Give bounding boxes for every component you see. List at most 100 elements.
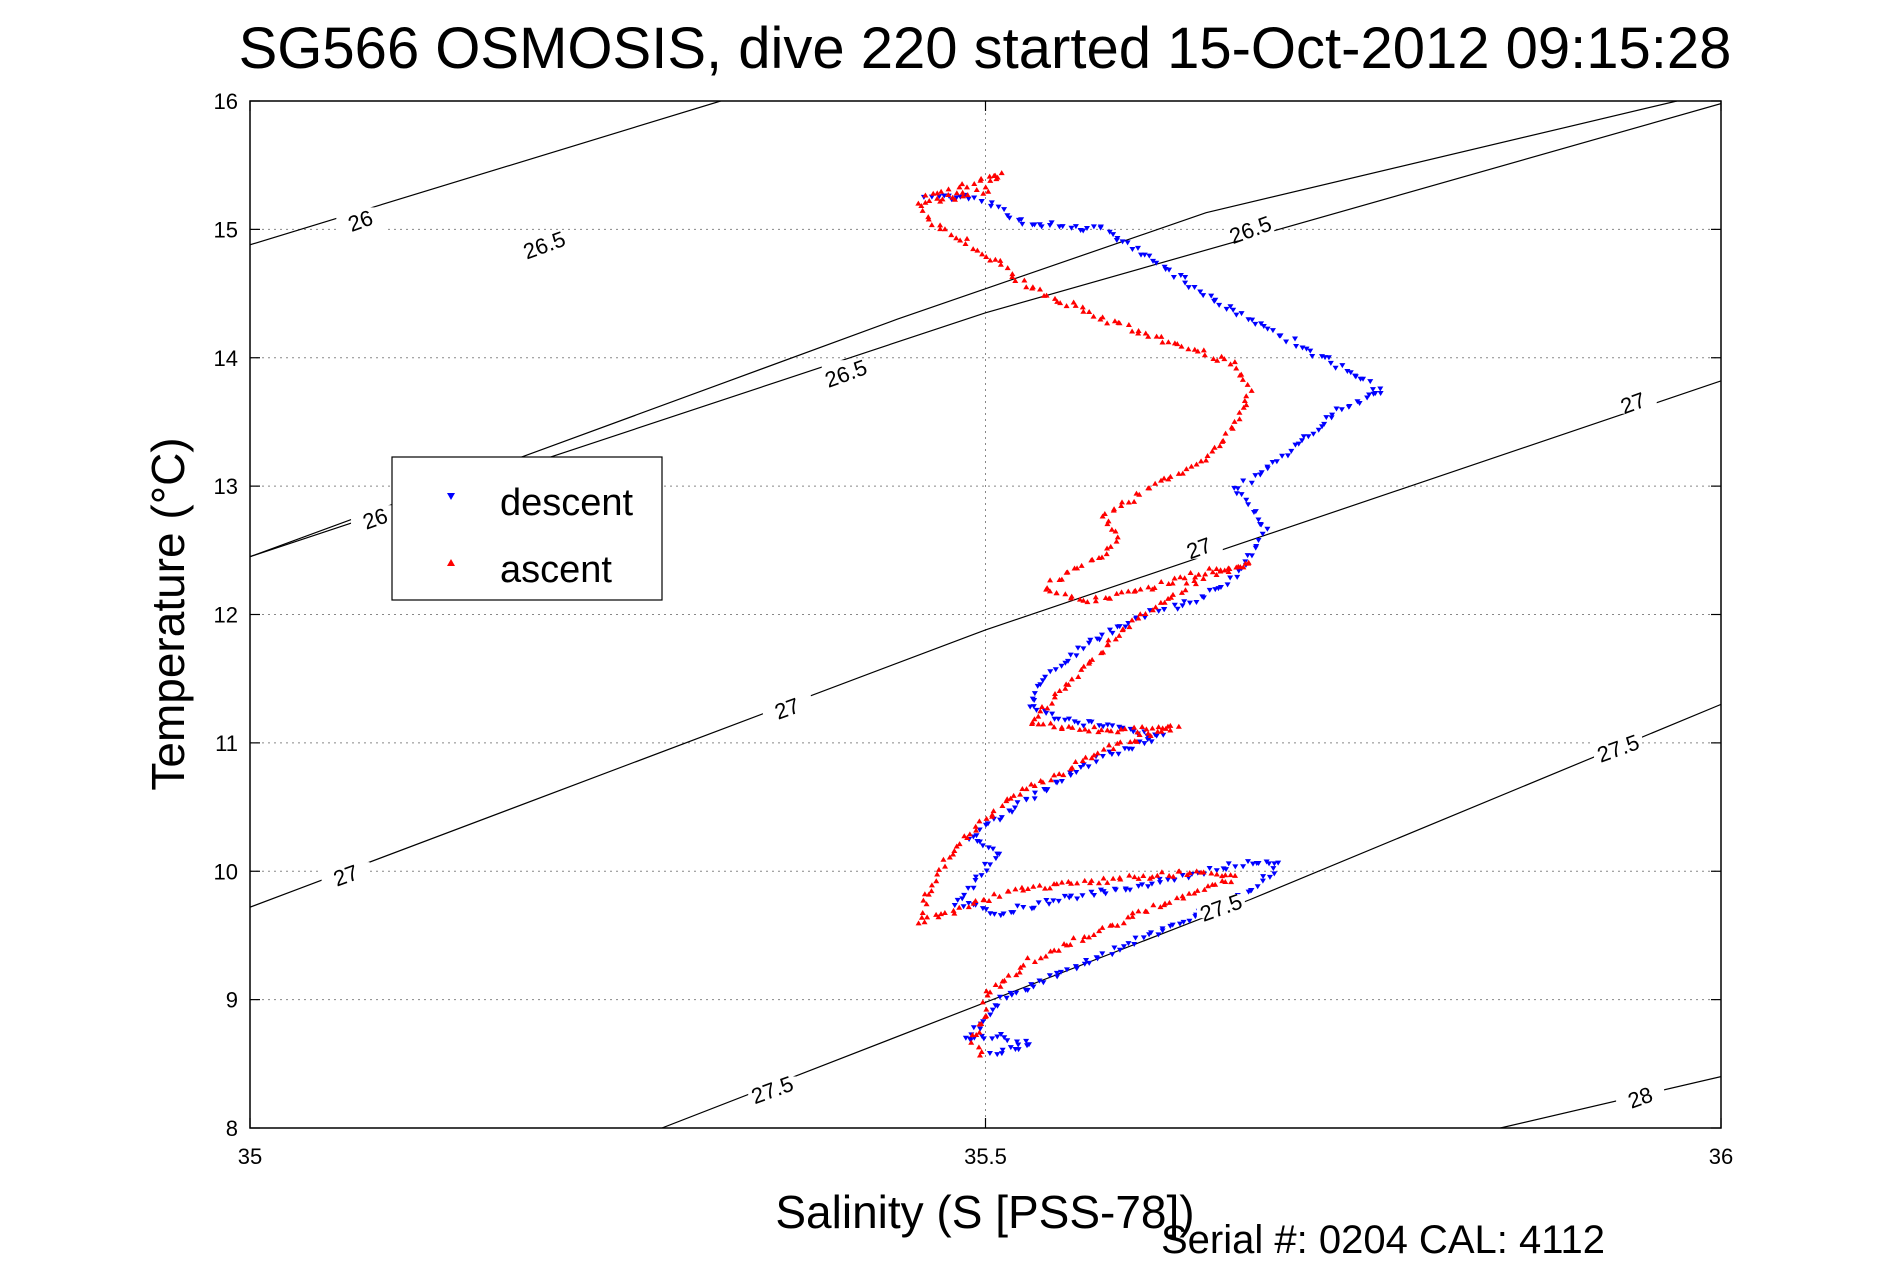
descent-point bbox=[1121, 746, 1128, 752]
y-tick-label: 11 bbox=[215, 731, 238, 756]
ascent-point bbox=[964, 235, 971, 241]
descent-point bbox=[1058, 663, 1065, 669]
ascent-point bbox=[959, 189, 966, 195]
ascent-point bbox=[1142, 611, 1149, 617]
ascent-point bbox=[1236, 372, 1243, 378]
descent-point bbox=[1007, 990, 1014, 996]
descent-point bbox=[1211, 298, 1218, 304]
descent-point bbox=[1269, 328, 1276, 334]
ascent-point bbox=[1183, 580, 1190, 586]
descent-point bbox=[1255, 538, 1262, 544]
descent-point bbox=[1080, 723, 1087, 729]
descent-point bbox=[1012, 1047, 1019, 1053]
descent-point bbox=[1156, 876, 1163, 882]
descent-point bbox=[1252, 473, 1259, 479]
ascent-point bbox=[978, 175, 985, 181]
ascent-point bbox=[1232, 872, 1239, 878]
ascent-point bbox=[956, 841, 963, 847]
descent-point bbox=[1093, 759, 1100, 765]
ascent-point bbox=[1020, 887, 1027, 893]
ascent-point bbox=[1216, 443, 1223, 449]
ascent-point bbox=[921, 891, 928, 897]
descent-point bbox=[1216, 302, 1223, 308]
ascent-point bbox=[1070, 935, 1077, 941]
x-axis-label: Salinity (S [PSS-78]) bbox=[775, 1186, 1194, 1238]
ascent-point bbox=[1126, 872, 1133, 878]
descent-point bbox=[1010, 910, 1017, 916]
descent-point bbox=[1003, 995, 1010, 1001]
chart-title: SG566 OSMOSIS, dive 220 started 15-Oct-2… bbox=[239, 16, 1732, 81]
descent-point bbox=[1354, 399, 1361, 405]
descent-point bbox=[1235, 568, 1242, 574]
ascent-point bbox=[1043, 586, 1050, 592]
ascent-point bbox=[1080, 597, 1087, 603]
descent-point bbox=[1067, 652, 1074, 658]
ascent-point bbox=[1017, 964, 1024, 970]
descent-point bbox=[1004, 1038, 1011, 1044]
descent-point bbox=[1130, 729, 1137, 735]
descent-point bbox=[1328, 415, 1335, 421]
descent-point bbox=[1110, 232, 1117, 238]
ascent-point bbox=[1136, 731, 1143, 737]
ascent-point bbox=[921, 919, 928, 925]
contour-label-background bbox=[1196, 894, 1245, 919]
ascent-point bbox=[1158, 728, 1165, 734]
ascent-point bbox=[1162, 725, 1169, 731]
ascent-point bbox=[1176, 868, 1183, 874]
descent-point bbox=[1200, 293, 1207, 299]
descent-point bbox=[1182, 274, 1189, 280]
descent-point bbox=[996, 994, 1003, 1000]
descent-point bbox=[1000, 911, 1007, 917]
descent-point bbox=[1097, 887, 1104, 893]
ascent-point bbox=[1007, 795, 1014, 801]
ascent-point bbox=[1236, 416, 1243, 422]
descent-point bbox=[1240, 478, 1247, 484]
ascent-point bbox=[1047, 577, 1054, 583]
ascent-point bbox=[918, 203, 925, 209]
isopycnal-line-28 bbox=[1500, 1076, 1721, 1128]
ascent-point bbox=[942, 863, 949, 869]
descent-point bbox=[1266, 861, 1273, 867]
descent-point bbox=[1283, 339, 1290, 345]
ascent-point bbox=[983, 988, 990, 994]
ascent-point bbox=[1024, 886, 1031, 891]
ascent-point bbox=[928, 222, 935, 228]
ascent-point bbox=[1091, 724, 1098, 730]
descent-point bbox=[1007, 1045, 1014, 1051]
descent-point bbox=[1309, 354, 1316, 360]
descent-point bbox=[1006, 215, 1013, 221]
descent-point bbox=[1288, 448, 1295, 454]
descent-point bbox=[1053, 970, 1060, 976]
ascent-point bbox=[1021, 277, 1028, 283]
ascent-point bbox=[976, 1021, 983, 1027]
descent-point bbox=[1160, 732, 1167, 738]
ascent-point bbox=[1236, 409, 1243, 415]
descent-point bbox=[1174, 606, 1181, 612]
ascent-point bbox=[1182, 587, 1189, 593]
ascent-point bbox=[1048, 700, 1055, 706]
descent-point bbox=[1322, 355, 1329, 361]
ascent-point bbox=[1129, 910, 1136, 916]
ascent-point bbox=[1074, 880, 1081, 886]
descent-point bbox=[1120, 944, 1127, 950]
descent-point bbox=[1310, 431, 1317, 437]
descent-point bbox=[960, 904, 967, 910]
descent-point bbox=[996, 851, 1003, 857]
descent-point bbox=[1177, 273, 1184, 279]
ascent-point bbox=[1131, 874, 1138, 880]
ascent-point bbox=[1204, 453, 1211, 459]
y-axis-label: Temperature (°C) bbox=[142, 437, 194, 790]
descent-point bbox=[1071, 719, 1078, 725]
descent-point bbox=[1043, 710, 1050, 716]
descent-point bbox=[1093, 955, 1100, 961]
descent-point bbox=[1067, 773, 1074, 779]
ascent-point bbox=[918, 914, 925, 920]
descent-point bbox=[1088, 719, 1095, 725]
descent-point bbox=[1271, 871, 1278, 877]
descent-point bbox=[1061, 893, 1068, 899]
descent-point bbox=[1298, 438, 1305, 444]
ascent-point bbox=[1116, 320, 1123, 326]
ascent-point bbox=[1202, 571, 1209, 577]
descent-point bbox=[1232, 864, 1239, 870]
contour-label-background bbox=[748, 1076, 797, 1101]
